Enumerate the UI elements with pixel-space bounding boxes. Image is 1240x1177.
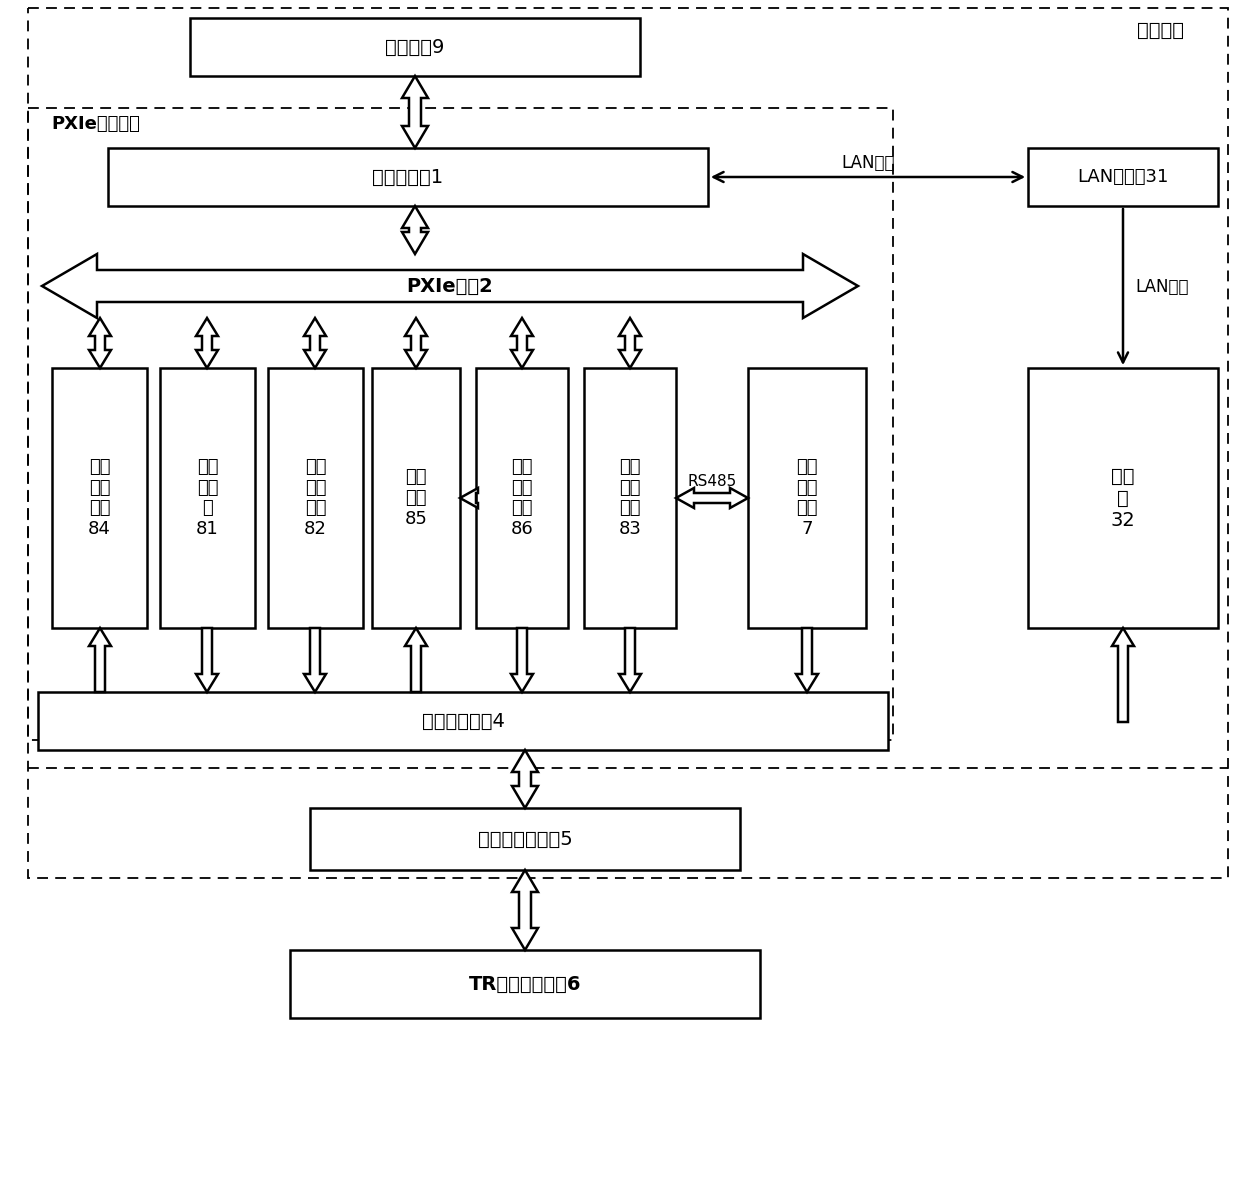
Polygon shape xyxy=(402,77,428,148)
Bar xyxy=(190,18,640,77)
Text: RS485: RS485 xyxy=(687,474,737,490)
Bar xyxy=(372,368,460,629)
Polygon shape xyxy=(512,750,538,807)
Text: 串行
控制
器卡
83: 串行 控制 器卡 83 xyxy=(619,458,641,538)
Bar xyxy=(29,108,893,740)
Bar xyxy=(584,368,676,629)
Polygon shape xyxy=(402,206,428,254)
Text: 显控单元9: 显控单元9 xyxy=(386,38,445,56)
Polygon shape xyxy=(196,318,218,368)
Bar xyxy=(476,368,568,629)
Text: 接口测试适配器5: 接口测试适配器5 xyxy=(477,830,573,849)
Bar xyxy=(38,692,888,750)
Polygon shape xyxy=(89,629,112,692)
Polygon shape xyxy=(405,629,427,692)
Polygon shape xyxy=(1112,629,1135,722)
Polygon shape xyxy=(796,629,818,692)
Polygon shape xyxy=(42,254,858,318)
Text: LAN网线: LAN网线 xyxy=(841,154,895,172)
Bar xyxy=(52,368,148,629)
Bar xyxy=(1028,148,1218,206)
Text: 多路
复用
器卡
86: 多路 复用 器卡 86 xyxy=(511,458,533,538)
Polygon shape xyxy=(511,318,533,368)
Text: LAN路由器31: LAN路由器31 xyxy=(1078,168,1168,186)
Bar xyxy=(160,368,255,629)
Polygon shape xyxy=(676,488,748,508)
Bar xyxy=(1028,368,1218,629)
Polygon shape xyxy=(619,318,641,368)
Polygon shape xyxy=(511,629,533,692)
Bar xyxy=(290,950,760,1018)
Polygon shape xyxy=(89,318,112,368)
Bar xyxy=(108,148,708,206)
Polygon shape xyxy=(460,488,477,508)
Text: 继电
器控
制卡
82: 继电 器控 制卡 82 xyxy=(304,458,327,538)
Text: 开关
矩阵
卡
81: 开关 矩阵 卡 81 xyxy=(196,458,219,538)
Text: PXIe混合机箱: PXIe混合机箱 xyxy=(52,115,140,133)
Text: 测试机柜: 测试机柜 xyxy=(1137,20,1183,40)
Text: 通用测试接口4: 通用测试接口4 xyxy=(422,712,505,731)
Polygon shape xyxy=(304,318,326,368)
Text: 主控计算机1: 主控计算机1 xyxy=(372,167,444,186)
Text: 程控
直流
电源
7: 程控 直流 电源 7 xyxy=(796,458,817,538)
Bar xyxy=(268,368,363,629)
Text: 示波
器
32: 示波 器 32 xyxy=(1111,466,1136,530)
Text: TR组件波控电路6: TR组件波控电路6 xyxy=(469,975,582,993)
Text: PXIe总线2: PXIe总线2 xyxy=(407,277,494,295)
Polygon shape xyxy=(512,870,538,950)
Bar xyxy=(310,807,740,870)
Polygon shape xyxy=(619,629,641,692)
Polygon shape xyxy=(304,629,326,692)
Polygon shape xyxy=(196,629,218,692)
Text: LAN网线: LAN网线 xyxy=(1135,278,1188,295)
Bar xyxy=(29,8,1228,878)
Text: 多功
能采
集卡
84: 多功 能采 集卡 84 xyxy=(88,458,110,538)
Text: 万用
表卡
85: 万用 表卡 85 xyxy=(404,468,428,527)
Polygon shape xyxy=(405,318,427,368)
Bar xyxy=(748,368,866,629)
